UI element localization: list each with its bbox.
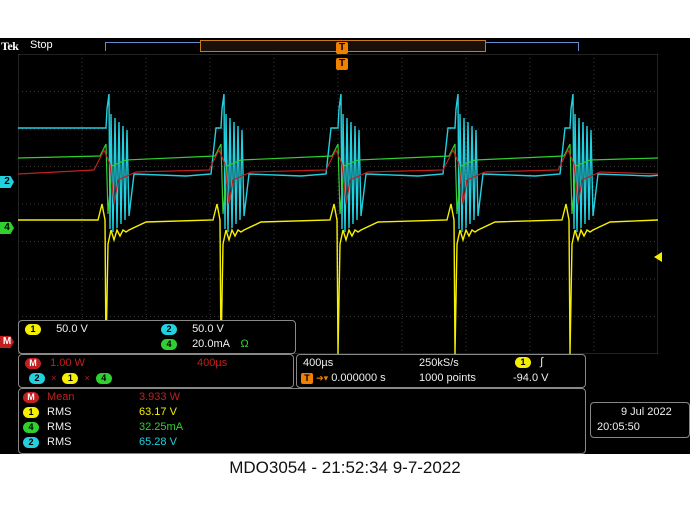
vertical-scale-panel: 1 50.0 V 2 50.0 V 4 20.0mA Ω	[18, 320, 296, 354]
measurement-name: RMS	[47, 406, 72, 418]
math-op-ch4: 4	[95, 373, 112, 384]
ch4-scale[interactable]: 20.0mA	[192, 338, 230, 350]
oscilloscope-display: Tek Stop T T 2 4 M 1 50.0 V 2 50.0 V 4 2…	[0, 38, 690, 454]
datetime-panel: 9 Jul 2022 20:05:50	[590, 402, 690, 438]
measurement-row[interactable]: 2 RMS 65.28 V	[23, 436, 323, 450]
math-op-symbol-2: ×	[84, 373, 90, 383]
measurement-value: 65.28 V	[139, 436, 177, 448]
trigger-level-arrow-icon[interactable]	[654, 252, 662, 262]
measurement-row[interactable]: 1 RMS 63.17 V	[23, 406, 323, 420]
time-text: 20:05:50	[597, 421, 640, 433]
math-op-symbol: ×	[51, 373, 57, 383]
measurement-source-badge: M	[23, 392, 39, 403]
measurements-panel: M Mean 3.933 W 1 RMS 63.17 V 4 RMS 32.25mA 2 RMS 65…	[18, 388, 586, 454]
ch2-waveform	[18, 93, 658, 233]
ch2-scale[interactable]: 50.0 V	[192, 323, 224, 335]
math-badge[interactable]: M	[25, 358, 41, 369]
horizontal-scale[interactable]: 400µs	[303, 357, 334, 369]
ch4-marker[interactable]: 4	[0, 222, 14, 234]
trigger-marker[interactable]: T	[336, 58, 348, 70]
delay-icon: T	[301, 373, 313, 384]
measurement-value: 32.25mA	[139, 421, 184, 433]
ch2-badge[interactable]: 2	[161, 324, 177, 335]
delay-value[interactable]: 0.000000 s	[331, 372, 386, 384]
waveform-graticule	[18, 54, 658, 354]
ch2-marker[interactable]: 2	[0, 176, 14, 188]
timebase-panel: 400µs 250kS/s 1 ∫ T ➔▾ 0.000000 s 1000 p…	[296, 354, 586, 388]
sample-rate: 250kS/s	[419, 357, 459, 369]
date-text: 9 Jul 2022	[621, 406, 672, 418]
brand-logo: Tek	[1, 39, 19, 53]
run-state: Stop	[30, 39, 53, 51]
delay-arrow-icon: ➔▾	[316, 373, 329, 383]
ch4-badge[interactable]: 4	[161, 339, 177, 350]
math-time: 400µs	[197, 357, 228, 369]
math-panel: M 1.00 W 400µs 2 × 1 × 4	[18, 354, 294, 388]
measurement-name: Mean	[47, 391, 75, 403]
ch1-badge[interactable]: 1	[25, 324, 41, 335]
ohm-icon: Ω	[240, 338, 249, 350]
measurement-source-badge: 1	[23, 407, 39, 418]
math-marker[interactable]: M	[0, 336, 14, 348]
photo-caption: MDO3054 - 21:52:34 9-7-2022	[229, 458, 461, 477]
trigger-position-marker[interactable]: T	[336, 42, 348, 54]
trigger-level[interactable]: -94.0 V	[513, 372, 549, 384]
trigger-source-badge[interactable]: 1	[515, 357, 531, 368]
measurement-row[interactable]: M Mean 3.933 W	[23, 391, 323, 405]
measurement-source-badge: 4	[23, 422, 39, 433]
math-op-ch2: 2	[29, 373, 45, 384]
math-waveform	[18, 148, 658, 205]
math-scale[interactable]: 1.00 W	[50, 357, 85, 369]
trigger-slope-icon: ∫	[540, 356, 544, 368]
math-op-ch1: 1	[62, 373, 79, 384]
measurement-name: RMS	[47, 436, 72, 448]
measurement-value: 63.17 V	[139, 406, 177, 418]
ch1-scale[interactable]: 50.0 V	[56, 323, 88, 335]
measurement-value: 3.933 W	[139, 391, 180, 403]
ch1-waveform	[18, 203, 658, 354]
measurement-name: RMS	[47, 421, 72, 433]
ch4-waveform	[18, 143, 658, 215]
measurement-source-badge: 2	[23, 437, 39, 448]
measurement-row[interactable]: 4 RMS 32.25mA	[23, 421, 323, 435]
record-length[interactable]: 1000 points	[419, 372, 476, 384]
